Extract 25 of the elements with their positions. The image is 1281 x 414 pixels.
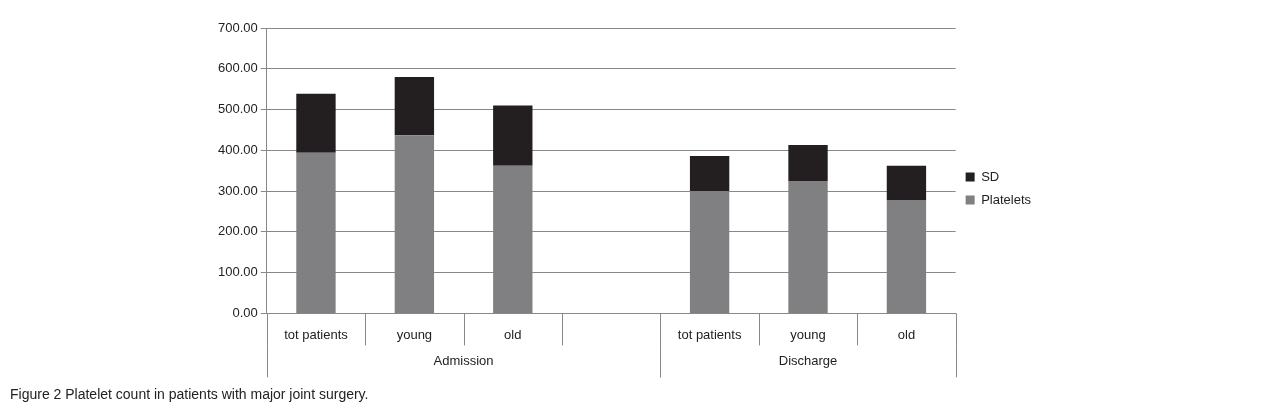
bar <box>886 165 927 201</box>
legend-label: SD <box>981 168 1000 184</box>
x-tick-label: old <box>504 326 522 342</box>
y-tick-label: 700.00 <box>218 19 258 35</box>
x-tick-label: young <box>790 326 826 342</box>
y-tick-label: 200.00 <box>218 223 258 239</box>
y-tick-label: 600.00 <box>218 60 258 76</box>
y-tick-label: 100.00 <box>218 264 258 280</box>
bar <box>493 105 533 166</box>
x-tick-label: old <box>897 326 916 342</box>
y-tick-label: 300.00 <box>218 182 258 198</box>
y-tick-label: 0.00 <box>232 304 258 320</box>
text: Admission <box>433 352 494 368</box>
x-tick-label: young <box>396 326 433 342</box>
y-tick-label: 400.00 <box>218 141 258 157</box>
x-tick-label: tot patients <box>284 326 349 342</box>
caption: Figure 2 Platelet count in patients with major joint surgery. <box>10 386 369 402</box>
bar <box>394 76 435 136</box>
bar <box>296 93 336 153</box>
bar <box>689 156 730 192</box>
x-tick-label: tot patients <box>677 326 742 342</box>
y-tick-label: 500.00 <box>218 101 258 117</box>
legend-label: Platelets <box>981 191 1032 207</box>
bar <box>788 145 828 181</box>
text: Discharge <box>778 352 838 368</box>
